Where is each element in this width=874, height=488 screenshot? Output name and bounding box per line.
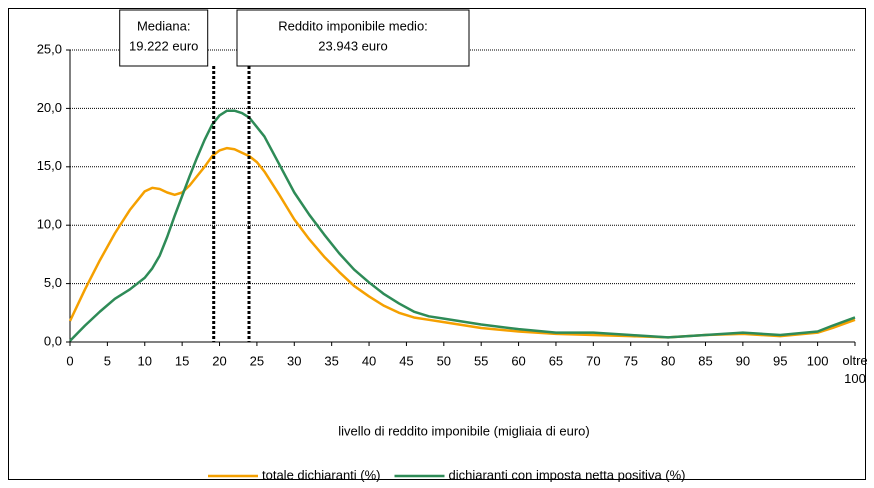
x-tick-label: 85 — [698, 353, 712, 368]
legend-label: dichiaranti con imposta netta positiva (… — [449, 467, 686, 482]
x-tick-label: 50 — [437, 353, 451, 368]
x-tick-label: 75 — [623, 353, 637, 368]
x-tick-label: 70 — [586, 353, 600, 368]
x-tick-label: 0 — [66, 353, 73, 368]
annotation-text: Reddito imponibile medio: — [278, 18, 428, 33]
y-tick-label: 10,0 — [37, 217, 62, 232]
y-tick-label: 5,0 — [44, 275, 62, 290]
x-tick-label: 25 — [250, 353, 264, 368]
chart-frame — [8, 8, 866, 480]
annotation-box — [236, 9, 470, 67]
x-tick-label: 20 — [212, 353, 226, 368]
annotation-text: 23.943 euro — [318, 38, 387, 53]
annotation-text: 19.222 euro — [129, 38, 198, 53]
x-axis-label: livello di reddito imponibile (migliaia … — [338, 423, 589, 438]
x-tick-label: 30 — [287, 353, 301, 368]
x-tick-label: oltre 100 — [842, 353, 868, 386]
annotation-box — [119, 9, 209, 67]
x-tick-label: 45 — [399, 353, 413, 368]
x-tick-label: 5 — [104, 353, 111, 368]
x-tick-label: 10 — [138, 353, 152, 368]
x-tick-label: 90 — [736, 353, 750, 368]
y-tick-label: 25,0 — [37, 41, 62, 56]
series-line — [68, 146, 856, 339]
x-tick-label: 95 — [773, 353, 787, 368]
x-tick-label: 60 — [511, 353, 525, 368]
x-tick-label: 15 — [175, 353, 189, 368]
annotation-text: Mediana: — [137, 18, 190, 33]
x-tick-label: 80 — [661, 353, 675, 368]
x-tick-label: 65 — [549, 353, 563, 368]
x-tick-label: 100 — [807, 353, 829, 368]
x-tick-label: 35 — [324, 353, 338, 368]
x-tick-label: 55 — [474, 353, 488, 368]
y-tick-label: 0,0 — [44, 333, 62, 348]
x-tick-label: 40 — [362, 353, 376, 368]
series-line — [69, 109, 856, 342]
legend-label: totale dichiaranti (%) — [262, 467, 381, 482]
y-tick-label: 20,0 — [37, 100, 62, 115]
y-tick-label: 15,0 — [37, 158, 62, 173]
